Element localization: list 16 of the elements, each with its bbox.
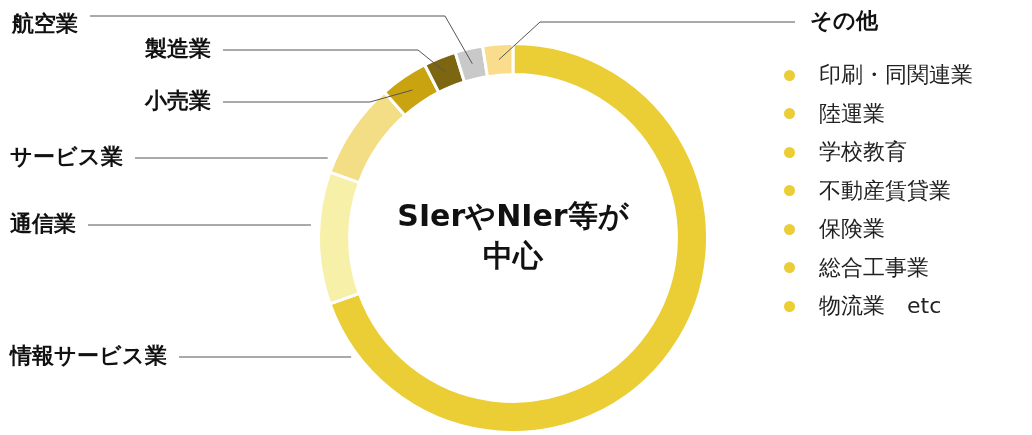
text: SIerやNIer等が — [397, 197, 630, 233]
text: 不動産賃貸業 — [819, 176, 951, 205]
slice-label: 製造業 — [144, 35, 211, 61]
text: 総合工事業 — [819, 253, 929, 282]
text: 印刷・同関連業 — [819, 61, 973, 90]
slice-label: その他 — [810, 7, 879, 33]
slice-label: 通信業 — [9, 210, 76, 236]
slice-label: 情報サービス業 — [8, 342, 167, 368]
text: 保険業 — [819, 215, 885, 244]
text: 中心 — [483, 237, 544, 273]
text: 陸運業 — [819, 99, 885, 128]
text: 物流業 etc — [819, 292, 942, 321]
text: 学校教育 — [819, 138, 907, 167]
slice-label: 航空業 — [11, 10, 78, 36]
slice-label: 小売業 — [144, 87, 211, 113]
slice-label: サービス業 — [10, 143, 123, 169]
